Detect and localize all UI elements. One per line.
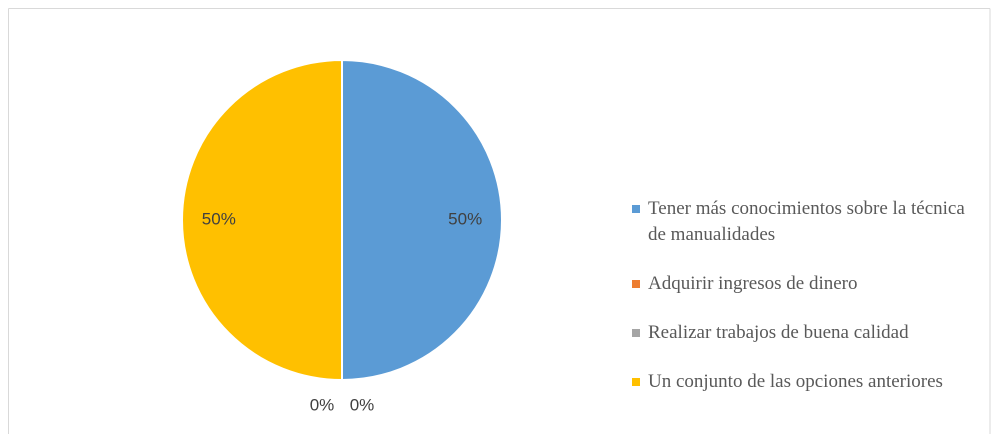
pie-slice — [181, 58, 343, 382]
legend-item: Un conjunto de las opciones anteriores — [632, 369, 984, 395]
legend-swatch — [632, 378, 640, 386]
legend-swatch — [632, 205, 640, 213]
legend-item: Tener más conocimientos sobre la técnica… — [632, 196, 984, 248]
legend-item: Realizar trabajos de buena calidad — [632, 320, 984, 346]
data-label: 50% — [448, 209, 482, 228]
legend-item: Adquirir ingresos de dinero — [632, 271, 984, 297]
legend-label: Realizar trabajos de buena calidad — [648, 322, 909, 343]
data-label: 0% — [350, 395, 375, 414]
legend-label: Adquirir ingresos de dinero — [648, 273, 858, 294]
legend-swatch — [632, 329, 640, 337]
data-label: 50% — [202, 209, 236, 228]
pie-slice — [341, 58, 503, 382]
data-label: 0% — [310, 395, 335, 414]
legend-label: Tener más conocimientos sobre la técnica… — [648, 198, 965, 245]
legend: Tener más conocimientos sobre la técnica… — [632, 196, 984, 418]
legend-label: Un conjunto de las opciones anteriores — [648, 371, 943, 392]
legend-swatch — [632, 280, 640, 288]
